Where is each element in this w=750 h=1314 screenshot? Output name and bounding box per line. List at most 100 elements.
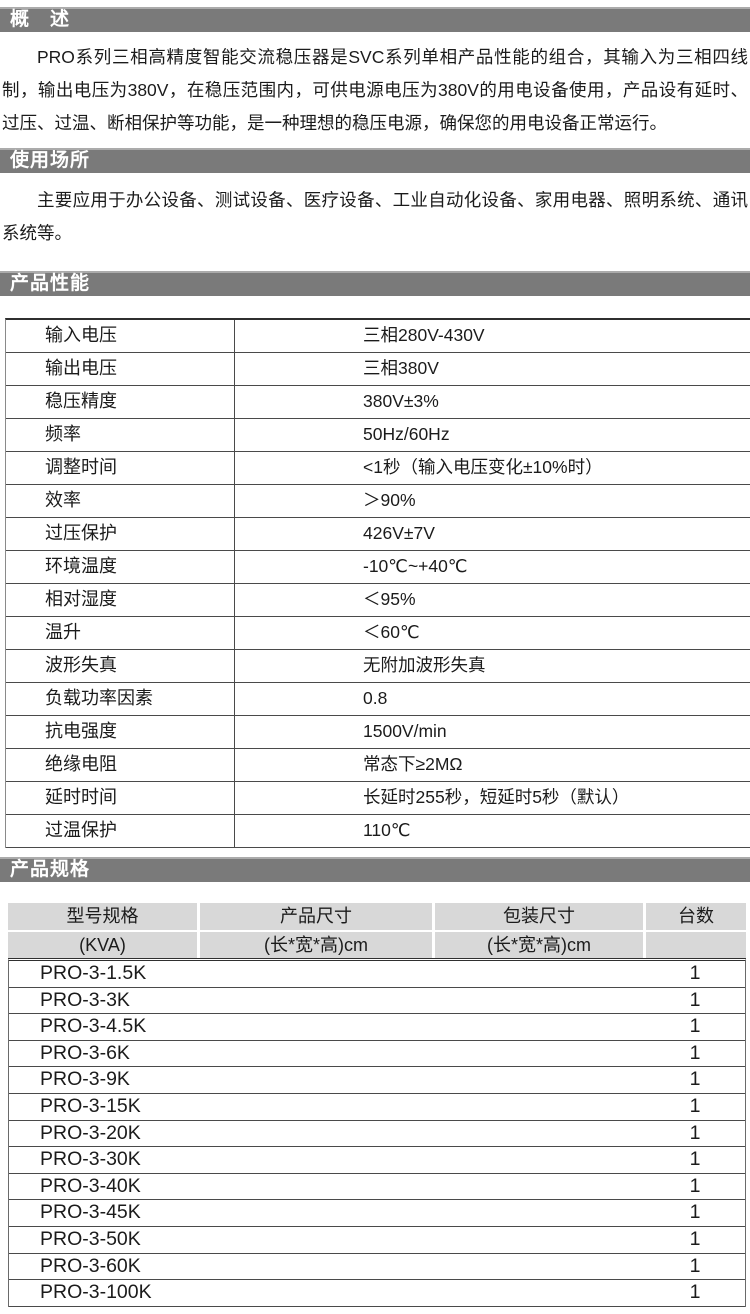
spec-package-size-cell: [431, 1147, 645, 1173]
spec-package-size-cell: [431, 1227, 645, 1253]
performance-param-value: 长延时255秒，短延时5秒（默认）: [363, 787, 630, 807]
performance-param-value: ＞90%: [363, 490, 416, 510]
spec-row: PRO-3-6K 1: [9, 1041, 745, 1068]
spec-model-cell: PRO-3-30K: [40, 1148, 141, 1171]
spec-col-product-title: 产品尺寸: [200, 903, 432, 930]
performance-param-label: 过温保护: [6, 815, 235, 847]
performance-param-label: 过压保护: [6, 518, 235, 550]
performance-row: 相对湿度 ＜95%: [6, 584, 750, 617]
spec-model-cell: PRO-3-1.5K: [40, 962, 147, 984]
spec-model-cell: PRO-3-40K: [40, 1174, 141, 1197]
performance-row: 调整时间 <1秒（输入电压变化±10%时）: [6, 452, 750, 485]
spec-qty-cell: 1: [689, 1094, 701, 1117]
spec-qty-cell: 1: [689, 1015, 701, 1038]
performance-row: 抗电强度 1500V/min: [6, 716, 750, 749]
spec-row: PRO-3-4.5K 1: [9, 1014, 745, 1041]
usage-paragraph: 主要应用于办公设备、测试设备、医疗设备、工业自动化设备、家用电器、照明系统、通讯…: [2, 190, 748, 243]
spec-row: PRO-3-60K 1: [9, 1254, 745, 1281]
spec-product-size-cell: [196, 1094, 431, 1120]
performance-row: 延时时间 长延时255秒，短延时5秒（默认）: [6, 782, 750, 815]
performance-row: 输入电压 三相280V-430V: [6, 320, 750, 353]
spec-qty-cell: 1: [689, 962, 701, 984]
spec-qty-cell: 1: [689, 1254, 701, 1277]
performance-row: 稳压精度 380V±3%: [6, 386, 750, 419]
performance-table-body: 输入电压 三相280V-430V 输出电压 三相380V 稳压精度 380V±3% 频率 50…: [6, 320, 750, 848]
spec-package-size-cell: [431, 1094, 645, 1120]
performance-param-value: ＜60℃: [363, 622, 420, 642]
performance-param-value: 常态下≥2MΩ: [363, 754, 463, 774]
performance-row: 绝缘电阻 常态下≥2MΩ: [6, 749, 750, 782]
performance-row: 频率 50Hz/60Hz: [6, 419, 750, 452]
spec-product-size-cell: [196, 961, 431, 987]
spec-col-model-title: 型号规格: [8, 903, 197, 930]
performance-param-value: 0.8: [363, 688, 388, 708]
spec-package-size-cell: [431, 1041, 645, 1067]
spec-package-size-cell: [431, 1067, 645, 1093]
spec-product-size-cell: [196, 1200, 431, 1226]
spec-header-row-1: 型号规格 产品尺寸 包装尺寸 台数: [8, 903, 746, 930]
spec-product-size-cell: [196, 1174, 431, 1200]
spec-qty-cell: 1: [689, 988, 701, 1011]
overview-paragraph: PRO系列三相高精度智能交流稳压器是SVC系列单相产品性能的组合，其输入为三相四…: [2, 47, 748, 133]
spec-row: PRO-3-15K 1: [9, 1094, 745, 1121]
performance-param-label: 温升: [6, 617, 235, 649]
performance-param-label: 负载功率因素: [6, 683, 235, 715]
spec-qty-cell: 1: [689, 1227, 701, 1250]
section-header-usage: 使用场所: [0, 148, 750, 173]
performance-param-label: 绝缘电阻: [6, 749, 235, 781]
spec-qty-cell: 1: [689, 1121, 701, 1144]
spec-model-cell: PRO-3-3K: [40, 988, 130, 1011]
spec-product-size-cell: [196, 1121, 431, 1147]
spec-model-cell: PRO-3-4.5K: [40, 1015, 147, 1038]
spec-qty-cell: 1: [689, 1148, 701, 1171]
spec-row: PRO-3-50K 1: [9, 1227, 745, 1254]
spec-package-size-cell: [431, 1280, 645, 1306]
performance-param-value: <1秒（输入电压变化±10%时）: [363, 457, 603, 477]
performance-param-value: -10℃~+40℃: [363, 556, 468, 576]
spec-model-cell: PRO-3-15K: [40, 1094, 141, 1117]
spec-col-package-unit: (长*宽*高)cm: [435, 932, 643, 959]
performance-param-value: 三相380V: [363, 358, 439, 378]
performance-row: 过压保护 426V±7V: [6, 518, 750, 551]
spec-table-body: PRO-3-1.5K 1 PRO-3-3K 1 PRO-3-4.5K 1 PRO-3-6K 1…: [8, 958, 746, 1307]
spec-row: PRO-3-100K 1: [9, 1280, 745, 1307]
performance-param-label: 稳压精度: [6, 386, 235, 418]
spec-row: PRO-3-40K 1: [9, 1174, 745, 1201]
spec-table-header: 型号规格 产品尺寸 包装尺寸 台数 (KVA) (长*宽*高)cm (长*宽*高…: [8, 903, 746, 961]
performance-row: 环境温度 -10℃~+40℃: [6, 551, 750, 584]
spec-model-cell: PRO-3-50K: [40, 1227, 141, 1250]
performance-param-label: 波形失真: [6, 650, 235, 682]
spec-col-model-unit: (KVA): [8, 932, 197, 959]
spec-model-cell: PRO-3-6K: [40, 1041, 130, 1064]
spec-col-qty-unit: [646, 932, 746, 959]
spec-product-size-cell: [196, 1041, 431, 1067]
spec-product-size-cell: [196, 1014, 431, 1040]
performance-row: 波形失真 无附加波形失真: [6, 650, 750, 683]
performance-param-value: 1500V/min: [363, 721, 447, 741]
spec-row: PRO-3-20K 1: [9, 1121, 745, 1148]
spec-row: PRO-3-1.5K 1: [9, 961, 745, 988]
spec-qty-cell: 1: [689, 1041, 701, 1064]
spec-model-cell: PRO-3-9K: [40, 1068, 130, 1091]
spec-col-product-unit: (长*宽*高)cm: [200, 932, 432, 959]
performance-row: 过温保护 110℃: [6, 815, 750, 848]
spec-row: PRO-3-3K 1: [9, 988, 745, 1015]
spec-col-package-title: 包装尺寸: [435, 903, 643, 930]
spec-row: PRO-3-30K 1: [9, 1147, 745, 1174]
spec-product-size-cell: [196, 1254, 431, 1280]
performance-param-label: 调整时间: [6, 452, 235, 484]
section-header-overview: 概 述: [0, 7, 750, 32]
spec-package-size-cell: [431, 1121, 645, 1147]
performance-param-label: 延时时间: [6, 782, 235, 814]
performance-table: 输入电压 三相280V-430V 输出电压 三相380V 稳压精度 380V±3% 频率 50…: [5, 318, 750, 848]
performance-param-value: 50Hz/60Hz: [363, 424, 450, 444]
spec-qty-cell: 1: [689, 1201, 701, 1224]
spec-product-size-cell: [196, 1147, 431, 1173]
section-header-performance: 产品性能: [0, 271, 750, 296]
performance-row: 负载功率因素 0.8: [6, 683, 750, 716]
performance-row: 输出电压 三相380V: [6, 353, 750, 386]
performance-param-label: 效率: [6, 485, 235, 517]
spec-package-size-cell: [431, 988, 645, 1014]
spec-package-size-cell: [431, 1014, 645, 1040]
